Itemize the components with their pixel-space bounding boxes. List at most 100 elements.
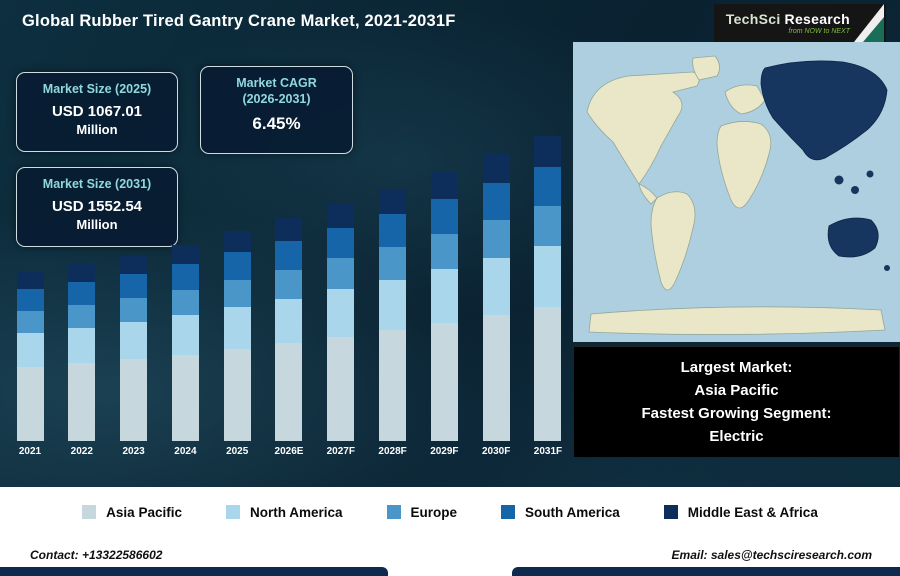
bar-segment-asia-pacific xyxy=(120,359,148,441)
legend-item: North America xyxy=(225,504,343,520)
bar-segment-south-america xyxy=(379,213,407,247)
bar-segment-south-america xyxy=(275,240,303,270)
legend-item: Middle East & Africa xyxy=(663,504,818,520)
market-cagr-value: 6.45% xyxy=(252,114,301,134)
bar-segment-north-america xyxy=(16,333,44,367)
bar-segment-europe xyxy=(379,246,407,280)
market-cagr-title: Market CAGR xyxy=(236,76,317,90)
bar-segment-middle-east-africa xyxy=(171,244,199,265)
bar-segment-asia-pacific xyxy=(327,336,355,441)
bar-column: 2025 xyxy=(221,231,253,458)
bar-stack xyxy=(171,244,199,441)
footer-email: Email: sales@techsciresearch.com xyxy=(671,548,872,562)
x-axis-label: 2022 xyxy=(70,446,93,457)
bar-segment-middle-east-africa xyxy=(223,231,251,253)
x-axis-label: 2030F xyxy=(481,446,511,457)
bar-segment-middle-east-africa xyxy=(275,218,303,241)
bar-segment-europe xyxy=(68,305,96,329)
logo-brand-secondary: Research xyxy=(784,11,850,27)
bar-segment-north-america xyxy=(223,307,251,349)
bar-segment-asia-pacific xyxy=(482,315,510,441)
market-size-2025-value: USD 1067.01 xyxy=(51,102,143,120)
footer-bar-right xyxy=(512,567,900,576)
bar-segment-middle-east-africa xyxy=(120,255,148,275)
bar-column: 2023 xyxy=(118,255,150,458)
legend-label: North America xyxy=(249,504,343,520)
bar-stack xyxy=(327,203,355,441)
bar-segment-europe xyxy=(534,206,562,246)
bar-segment-middle-east-africa xyxy=(327,203,355,228)
x-axis-label: 2026E xyxy=(274,446,304,457)
bar-segment-south-america xyxy=(68,282,96,306)
legend-swatch xyxy=(663,505,678,519)
bar-column: 2031F xyxy=(532,136,564,458)
bar-stack xyxy=(275,218,303,441)
market-size-2031-box: Market Size (2031) USD 1552.54 Million xyxy=(16,167,178,247)
bar-segment-europe xyxy=(223,279,251,308)
page-title: Global Rubber Tired Gantry Crane Market,… xyxy=(22,12,456,30)
bar-segment-europe xyxy=(327,258,355,290)
market-size-2031-unit: Million xyxy=(76,216,118,232)
bar-stack xyxy=(68,264,96,441)
legend-swatch xyxy=(386,505,401,519)
bar-column: 2027F xyxy=(325,203,357,458)
bar-column: 2026E xyxy=(273,218,305,458)
bar-segment-north-america xyxy=(430,268,458,323)
market-size-2031-title: Market Size (2031) xyxy=(42,177,152,191)
bar-segment-south-america xyxy=(534,166,562,207)
callout-fastest-segment-value: Electric xyxy=(709,428,764,446)
bar-stack xyxy=(16,272,44,441)
bar-segment-europe xyxy=(430,234,458,269)
bar-segment-north-america xyxy=(171,315,199,355)
logo-tagline: from NOW to NEXT xyxy=(788,28,850,35)
chart-legend: Asia Pacific North America Europe South Ame… xyxy=(0,487,900,537)
bar-segment-south-america xyxy=(120,274,148,299)
bar-segment-europe xyxy=(482,220,510,258)
legend-label: Middle East & Africa xyxy=(687,504,818,520)
legend-swatch xyxy=(501,505,516,519)
x-axis-label: 2023 xyxy=(122,446,145,457)
largest-market-callout: Largest Market: Asia Pacific Fastest Gro… xyxy=(573,346,900,458)
bar-segment-europe xyxy=(120,298,148,323)
x-axis-label: 2028F xyxy=(378,446,407,457)
bar-stack xyxy=(379,188,407,441)
legend-item: Europe xyxy=(386,504,458,520)
bar-segment-asia-pacific xyxy=(379,329,407,441)
bar-segment-europe xyxy=(171,289,199,316)
bar-segment-asia-pacific xyxy=(223,348,251,441)
bar-column: 2021 xyxy=(14,272,46,458)
logo-brand-primary: TechSci xyxy=(725,11,781,27)
x-axis-label: 2031F xyxy=(533,446,563,457)
bar-segment-asia-pacific xyxy=(171,354,199,441)
footer: Contact: +13322586602 Email: sales@techs… xyxy=(0,537,900,576)
bar-segment-south-america xyxy=(223,252,251,280)
bar-segment-south-america xyxy=(16,289,44,312)
logo-text: TechSci Research from NOW to NEXT xyxy=(726,11,850,35)
bar-column: 2028F xyxy=(377,188,409,458)
legend-swatch xyxy=(225,505,240,519)
x-axis-label: 2021 xyxy=(18,446,42,457)
bar-segment-south-america xyxy=(327,227,355,259)
techsci-logo: TechSci Research from NOW to NEXT xyxy=(714,4,886,42)
bar-segment-north-america xyxy=(68,328,96,364)
bar-segment-europe xyxy=(275,269,303,299)
logo-arrow-icon xyxy=(854,4,884,42)
market-cagr-subtitle: (2026-2031) xyxy=(242,91,311,106)
legend-label: Europe xyxy=(410,504,458,520)
x-axis-label: 2024 xyxy=(174,446,197,457)
stacked-bar-chart: 2021 2022 2023 2024 2025 2026E 2027F 2028F 2029F… xyxy=(14,124,564,458)
world-map-svg xyxy=(573,42,900,342)
bar-segment-asia-pacific xyxy=(275,343,303,441)
market-size-2025-unit: Million xyxy=(76,121,118,137)
bar-segment-middle-east-africa xyxy=(482,154,510,184)
legend-item: Asia Pacific xyxy=(82,505,182,520)
bar-segment-asia-pacific xyxy=(430,322,458,441)
bar-stack xyxy=(223,231,251,441)
bar-segment-south-america xyxy=(171,264,199,290)
market-size-2025-box: Market Size (2025) USD 1067.01 Million xyxy=(16,72,178,152)
world-map xyxy=(573,42,900,342)
market-size-2031-value: USD 1552.54 xyxy=(51,197,143,215)
bar-segment-middle-east-africa xyxy=(379,188,407,214)
bar-stack xyxy=(534,136,562,441)
bar-segment-south-america xyxy=(430,199,458,235)
